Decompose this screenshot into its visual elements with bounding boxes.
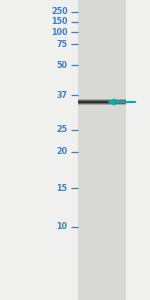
Text: 100: 100: [51, 28, 68, 37]
Text: 75: 75: [57, 40, 68, 49]
Text: 10: 10: [57, 222, 68, 231]
Text: 25: 25: [56, 125, 68, 134]
Text: 20: 20: [56, 147, 68, 156]
Text: 37: 37: [57, 91, 68, 100]
Text: 50: 50: [57, 61, 68, 70]
Text: 15: 15: [57, 184, 68, 193]
Bar: [78, 0, 126, 300]
Text: 250: 250: [51, 8, 68, 16]
Text: 150: 150: [51, 17, 68, 26]
